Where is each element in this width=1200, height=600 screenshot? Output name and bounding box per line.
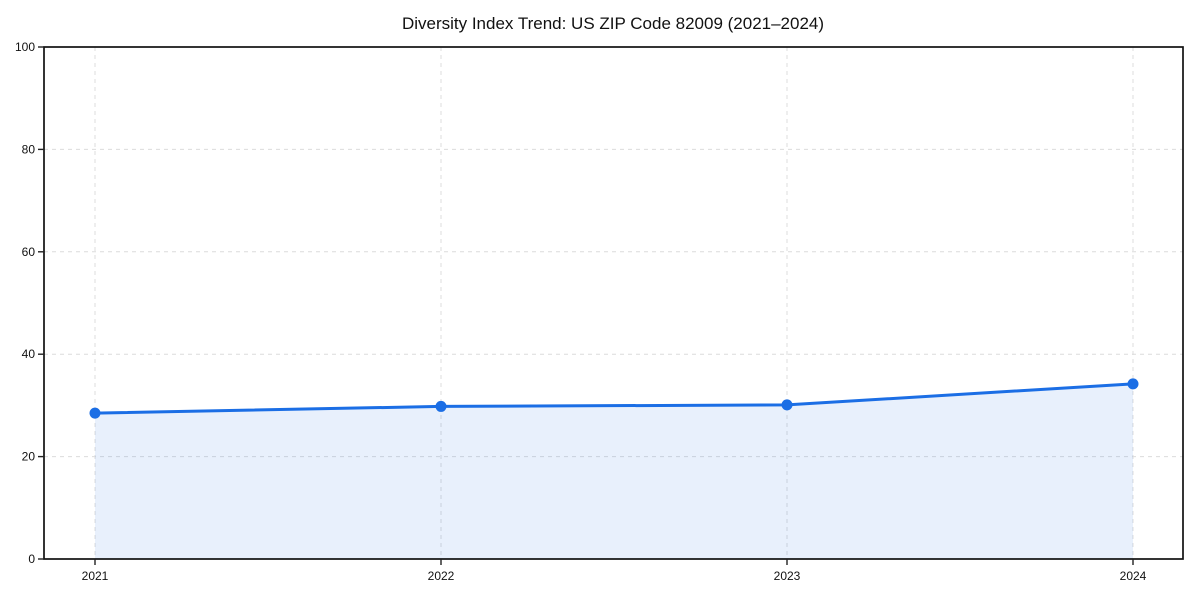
data-point bbox=[1127, 378, 1139, 390]
area-fill bbox=[95, 383, 1133, 559]
y-tick-label: 0 bbox=[28, 552, 35, 566]
y-tick-label: 100 bbox=[15, 40, 35, 54]
x-tick-label: 2024 bbox=[1120, 569, 1147, 583]
trend-line bbox=[93, 382, 1135, 415]
y-tick-label: 20 bbox=[22, 450, 36, 464]
plot-border bbox=[43, 46, 1184, 560]
x-tick-label: 2021 bbox=[82, 569, 109, 583]
x-tick-label: 2023 bbox=[774, 569, 801, 583]
y-tick-label: 80 bbox=[22, 142, 36, 156]
data-point bbox=[781, 399, 793, 411]
y-tick-label: 60 bbox=[22, 245, 36, 259]
data-point bbox=[89, 407, 101, 419]
data-point bbox=[435, 400, 447, 412]
chart-title: Diversity Index Trend: US ZIP Code 82009… bbox=[402, 14, 824, 33]
y-tick-label: 40 bbox=[22, 347, 36, 361]
x-tick-label: 2022 bbox=[428, 569, 455, 583]
